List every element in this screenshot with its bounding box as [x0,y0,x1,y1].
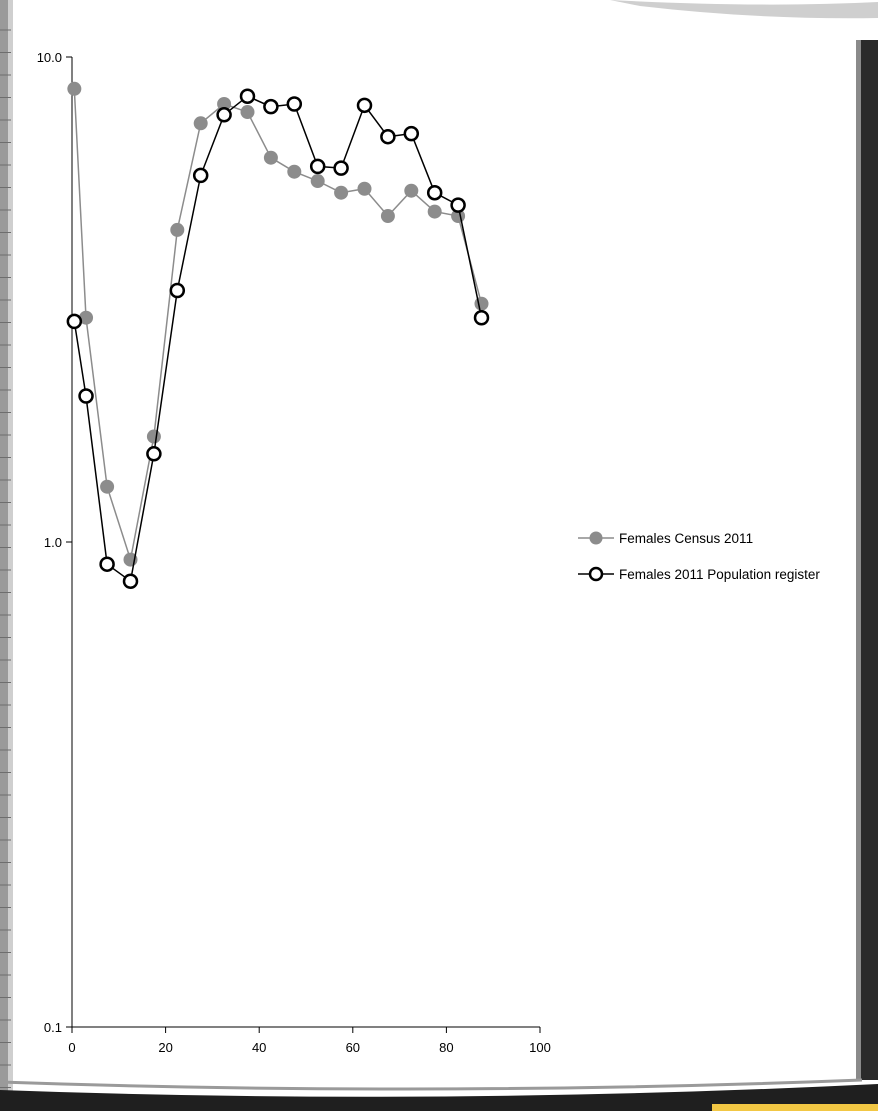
chart-legend: Females Census 2011 Females 2011 Populati… [578,531,820,582]
data-point [380,209,395,224]
data-point [356,97,373,114]
data-point [217,97,232,112]
data-point [170,222,185,237]
data-point [333,160,349,176]
right-edge-shadow [861,40,878,1080]
data-point [122,573,139,589]
data-point [146,446,162,462]
data-point [263,150,278,165]
data-point [286,96,303,112]
bottom-edge-shadow [0,1084,878,1111]
data-point [263,98,279,115]
series-females-2011-population-register [66,88,490,589]
data-point [78,388,94,404]
legend-marker [589,531,603,545]
y-tick-label: 10.0 [37,50,62,65]
data-point [99,556,115,572]
data-point [192,167,209,184]
data-point [404,183,419,198]
data-point [100,479,115,494]
data-point [473,309,490,326]
x-tick-label: 60 [346,1040,360,1055]
data-point [403,125,420,142]
legend-label: Females Census 2011 [619,531,753,546]
data-point [239,88,256,104]
left-edge-highlight [8,0,13,1111]
data-point [310,174,325,189]
data-point [216,107,232,123]
top-right-curl [610,0,878,19]
data-point [67,81,82,96]
data-point [427,204,442,219]
data-point [309,158,326,175]
data-point [169,282,186,299]
chart-series-layer [66,81,490,589]
data-point [240,105,255,120]
data-point [193,116,208,131]
data-point [66,313,83,330]
data-point [334,185,349,200]
x-tick-label: 0 [68,1040,75,1055]
x-tick-label: 20 [158,1040,172,1055]
legend-item: Females 2011 Population register [578,566,820,582]
data-point [79,310,94,325]
left-edge-shadow [0,0,8,1111]
data-point [474,296,489,311]
legend-marker [588,566,604,582]
data-point [426,184,443,201]
legend-label: Females 2011 Population register [619,567,820,582]
x-tick-label: 80 [439,1040,453,1055]
data-point [146,429,161,444]
bottom-edge-highlight [0,1078,863,1091]
x-tick-label: 100 [529,1040,551,1055]
data-point [450,197,466,213]
y-tick-label: 0.1 [44,1020,62,1035]
legend-item: Females Census 2011 [578,531,753,546]
data-point [287,164,302,179]
right-edge-highlight [856,40,861,1080]
x-tick-label: 40 [252,1040,266,1055]
data-point [380,128,396,145]
series-females-census-2011 [67,81,489,567]
y-tick-label: 1.0 [44,535,62,550]
chart-axes: 10.0 1.0 0.1 0 20 40 60 80 100 [37,50,551,1055]
data-point [357,181,372,196]
yellow-tab [712,1104,878,1111]
